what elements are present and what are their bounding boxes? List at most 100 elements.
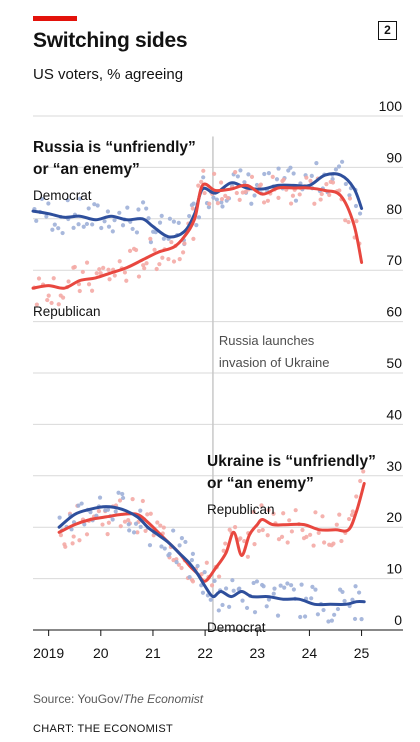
- survey-point: [98, 271, 103, 276]
- survey-point: [261, 200, 267, 205]
- y-tick-label: 100: [379, 98, 403, 114]
- survey-point: [230, 578, 235, 583]
- x-tick-label: 21: [145, 645, 161, 661]
- survey-point: [107, 277, 112, 282]
- survey-point: [76, 282, 82, 287]
- survey-point: [121, 495, 126, 501]
- survey-point: [346, 516, 352, 522]
- survey-point: [245, 554, 250, 559]
- survey-point: [251, 509, 256, 515]
- survey-point: [70, 541, 75, 546]
- survey-point: [331, 541, 336, 546]
- survey-point: [276, 537, 282, 542]
- survey-point: [120, 223, 126, 228]
- survey-point: [285, 540, 290, 545]
- chart-number-badge: 2: [378, 21, 397, 40]
- survey-point: [159, 544, 164, 549]
- survey-point: [215, 201, 221, 206]
- survey-point: [76, 503, 81, 508]
- survey-point: [56, 302, 61, 307]
- survey-point: [179, 565, 184, 571]
- survey-point: [187, 213, 192, 219]
- survey-point: [69, 527, 74, 532]
- survey-point: [60, 295, 66, 300]
- survey-point: [220, 602, 225, 608]
- survey-point: [291, 587, 296, 592]
- series-line-ukraine-democrat: [57, 505, 366, 607]
- survey-point: [94, 271, 99, 276]
- survey-point: [82, 522, 87, 527]
- survey-point: [101, 265, 106, 271]
- survey-point: [160, 255, 165, 260]
- survey-point: [293, 198, 299, 203]
- survey-point: [219, 196, 225, 202]
- survey-point: [310, 584, 315, 589]
- survey-point: [57, 515, 62, 520]
- survey-point: [191, 236, 196, 241]
- survey-point: [271, 511, 276, 516]
- survey-point: [309, 173, 314, 178]
- survey-point: [117, 210, 122, 215]
- survey-point: [334, 522, 339, 527]
- survey-point: [136, 274, 142, 279]
- survey-point: [223, 586, 229, 591]
- survey-point: [134, 230, 140, 235]
- x-tick-label: 23: [249, 645, 265, 661]
- survey-point: [144, 206, 149, 211]
- survey-point: [80, 269, 85, 275]
- survey-point: [221, 548, 226, 553]
- survey-point: [293, 508, 298, 513]
- brand-bar: [33, 16, 77, 21]
- survey-point: [242, 180, 247, 185]
- survey-point: [135, 530, 140, 535]
- survey-point: [171, 219, 176, 224]
- y-tick-label: 70: [386, 252, 402, 268]
- survey-point: [279, 534, 285, 539]
- survey-point: [313, 587, 318, 592]
- series-label-ukraine: Democrat: [207, 620, 266, 635]
- survey-point: [357, 211, 363, 216]
- survey-point: [262, 171, 267, 177]
- survey-point: [148, 236, 153, 242]
- survey-point: [89, 288, 95, 293]
- survey-point: [252, 610, 258, 615]
- survey-point: [237, 586, 242, 591]
- x-tick-label: 25: [354, 645, 370, 661]
- survey-point: [154, 266, 159, 272]
- survey-point: [282, 585, 287, 590]
- survey-point: [147, 543, 153, 548]
- survey-point: [182, 241, 187, 246]
- survey-point: [131, 530, 137, 535]
- survey-point: [112, 273, 117, 278]
- survey-point: [171, 259, 177, 264]
- survey-point: [308, 178, 313, 184]
- survey-point: [302, 614, 308, 619]
- survey-point: [49, 300, 54, 306]
- survey-point: [190, 579, 196, 584]
- survey-point: [246, 172, 251, 177]
- survey-point: [124, 278, 129, 283]
- survey-point: [50, 227, 55, 232]
- survey-point: [330, 180, 336, 185]
- x-tick-label: 20: [93, 645, 109, 661]
- survey-point: [287, 518, 292, 523]
- invasion-annotation: invasion of Ukraine: [219, 355, 330, 370]
- survey-point: [176, 220, 181, 226]
- survey-point: [126, 517, 131, 523]
- survey-point: [356, 590, 362, 595]
- survey-point: [196, 183, 201, 188]
- survey-point: [238, 168, 243, 173]
- survey-point: [118, 524, 123, 529]
- survey-point: [199, 571, 204, 577]
- survey-point: [276, 195, 281, 200]
- y-tick-label: 90: [386, 149, 402, 165]
- survey-point: [208, 597, 213, 602]
- survey-point: [194, 223, 199, 228]
- survey-point: [130, 226, 135, 232]
- survey-point: [179, 536, 185, 541]
- survey-point: [44, 214, 49, 219]
- survey-point: [350, 509, 355, 514]
- survey-point: [102, 219, 107, 224]
- survey-point: [167, 216, 173, 221]
- survey-point: [148, 511, 153, 516]
